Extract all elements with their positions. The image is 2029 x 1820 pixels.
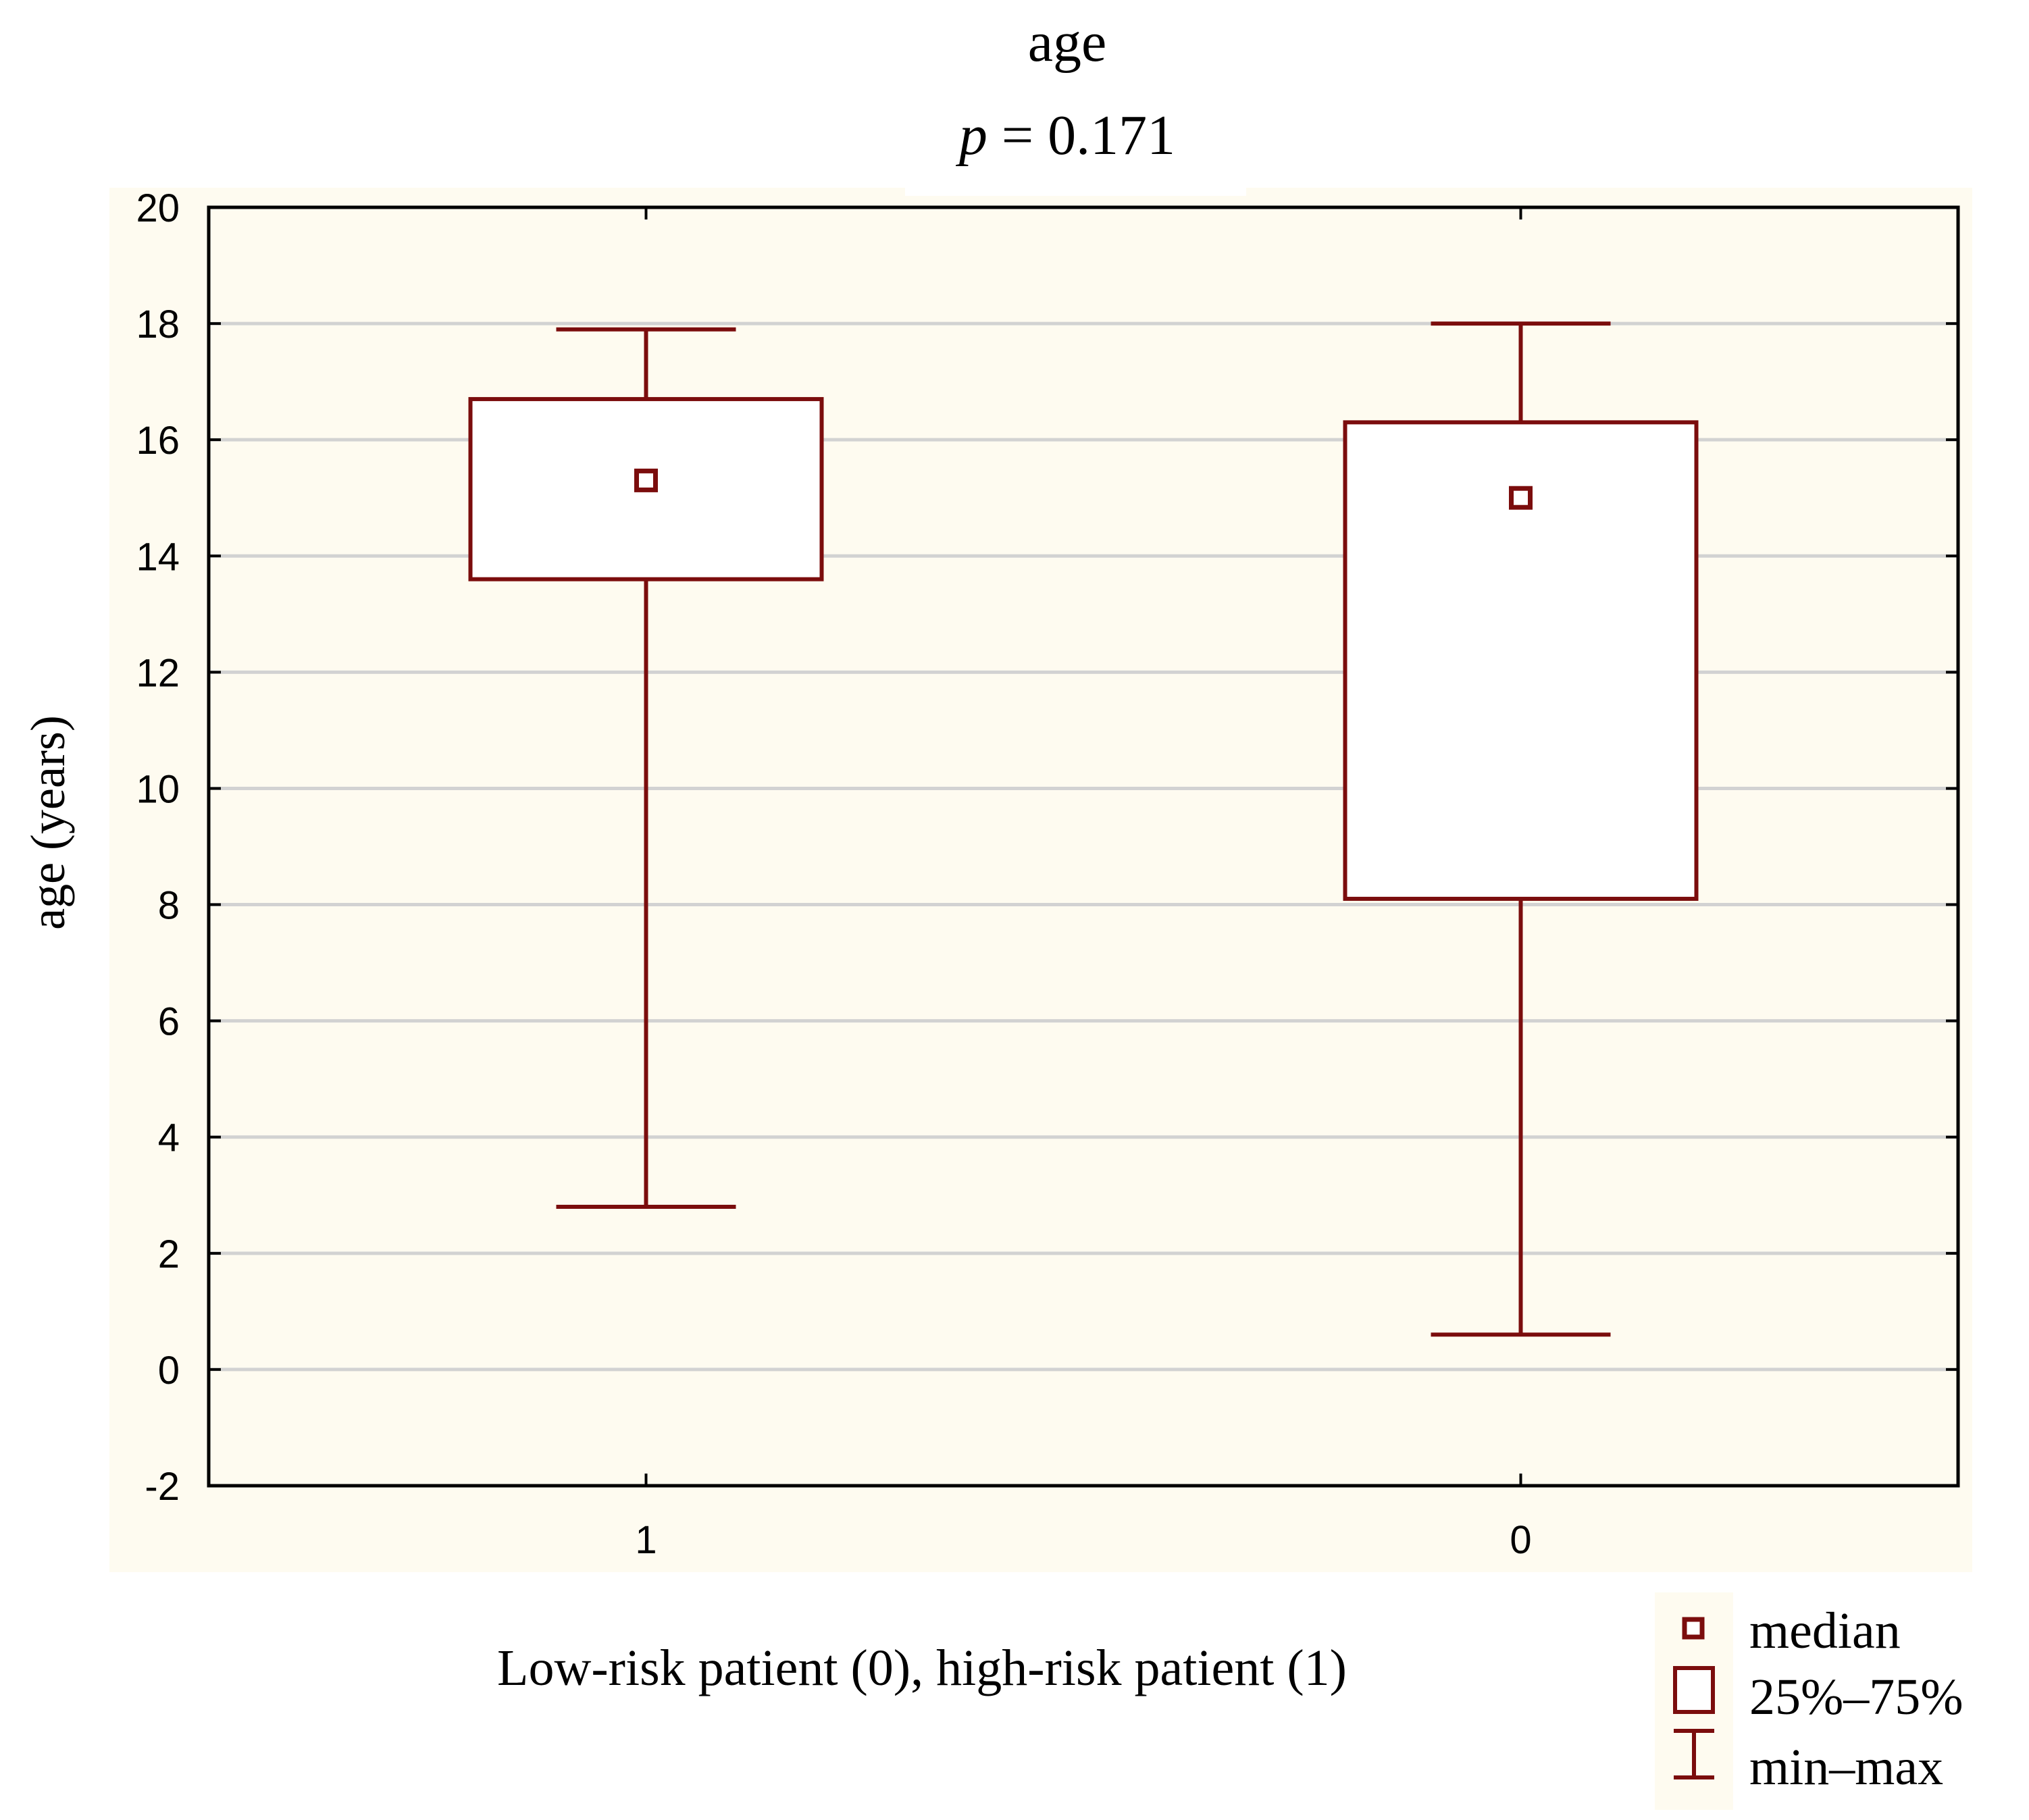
legend-median-label: median <box>1749 1603 1901 1659</box>
y-tick-label-4: 4 <box>158 1116 180 1160</box>
plot-area-frame <box>207 205 1960 1488</box>
y-axis-label: age (years) <box>21 715 75 930</box>
median-marker-1 <box>634 468 658 492</box>
y-tick-label-10: 10 <box>136 767 180 811</box>
title-background <box>905 128 1246 196</box>
y-tick-label-6: 6 <box>158 1000 180 1044</box>
legend-box-symbol <box>1673 1666 1715 1714</box>
x-axis-label: Low-risk patient (0), high-risk patient … <box>497 1640 1347 1696</box>
y-tick-label-16: 16 <box>136 419 180 463</box>
legend-whisker-label: min–max <box>1749 1739 1943 1796</box>
chart-title: age <box>1028 11 1107 74</box>
box-group-0 <box>1343 321 1699 1337</box>
p-value-text: = 0.171 <box>987 104 1175 167</box>
p-value-symbol: p <box>956 104 987 167</box>
y-tick-label-20: 20 <box>136 186 180 230</box>
y-tick-label-2: 2 <box>158 1232 180 1276</box>
x-tick-label-0: 0 <box>1510 1518 1531 1562</box>
legend-median-symbol <box>1682 1617 1705 1640</box>
y-tick-label-18: 18 <box>136 303 180 346</box>
grid-lines <box>209 321 1958 1372</box>
y-tick-label-8: 8 <box>158 884 180 928</box>
legend-whisker-symbol <box>1674 1729 1714 1779</box>
y-axis-tick-labels: -2 0 2 4 6 8 10 12 14 16 18 20 <box>136 186 180 1509</box>
y-tick-label-12: 12 <box>136 651 180 695</box>
y-tick-label-0: 0 <box>158 1349 180 1393</box>
y-tick-label--2: -2 <box>145 1465 180 1509</box>
box-group-1 <box>468 327 824 1209</box>
x-tick-label-1: 1 <box>635 1518 657 1562</box>
box-series <box>468 321 1699 1337</box>
chart-subtitle: p = 0.171 <box>956 104 1175 167</box>
legend-box-label: 25%–75% <box>1749 1669 1963 1725</box>
y-tick-label-14: 14 <box>136 535 180 579</box>
legend: median 25%–75% min–max <box>1673 1603 1963 1796</box>
median-marker-0 <box>1509 486 1533 510</box>
axis-ticks <box>209 206 1958 1487</box>
